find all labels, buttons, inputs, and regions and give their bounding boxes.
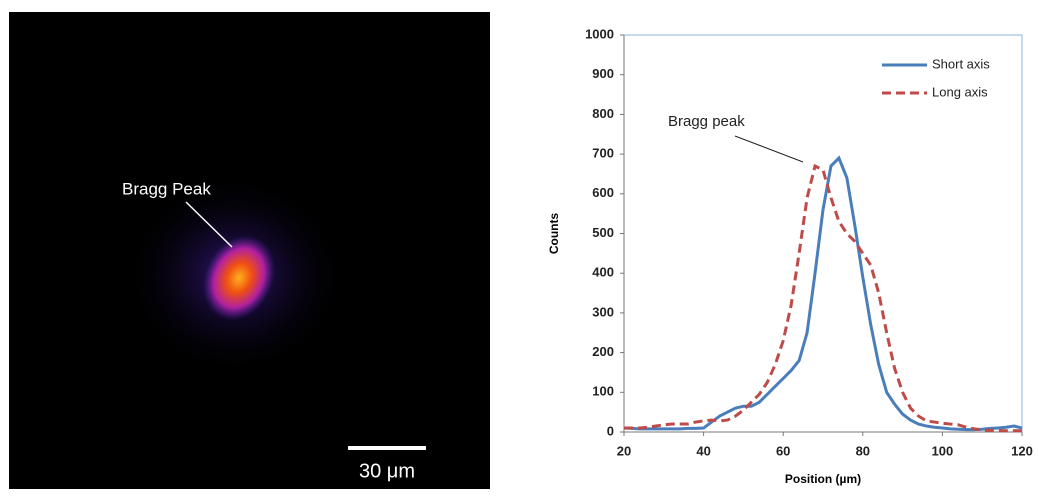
series-line [623,155,1023,432]
x-tick-label: 20 [617,443,631,458]
y-tick-label: 1000 [585,26,614,41]
chart-annotation: Bragg peak [668,113,745,130]
x-tick-label: 40 [696,443,710,458]
y-tick-label: 600 [592,185,614,200]
x-axis-label: Position (µm) [785,472,861,486]
image-annotation: Bragg Peak [122,179,211,198]
x-tick-label: 80 [856,443,870,458]
y-axis-label: Counts [547,213,561,255]
annotation-arrow [734,135,804,163]
y-tick-label: 300 [592,304,614,319]
y-tick-label: 400 [592,265,614,280]
bragg-spot [203,235,275,321]
y-tick-label: 0 [607,423,614,438]
legend-label: Short axis [932,56,990,71]
annotation-arrow [185,201,233,248]
y-tick-label: 800 [592,106,614,121]
y-tick-label: 500 [592,225,614,240]
y-tick-label: 100 [592,384,614,399]
image-panel: Bragg Peak 30 μm [9,12,490,489]
scale-bar-label: 30 μm [359,460,415,482]
chart: 0 100 200 300 400 500 600 700 800 900 1000 20 40 60 80… [547,26,1033,486]
x-tick-label: 120 [1011,443,1033,458]
x-tick-label: 100 [932,443,954,458]
legend-label: Long axis [932,84,988,99]
x-tick-label: 60 [776,443,790,458]
y-tick-label: 900 [592,66,614,81]
y-tick-label: 200 [592,344,614,359]
y-tick-label: 700 [592,146,614,161]
